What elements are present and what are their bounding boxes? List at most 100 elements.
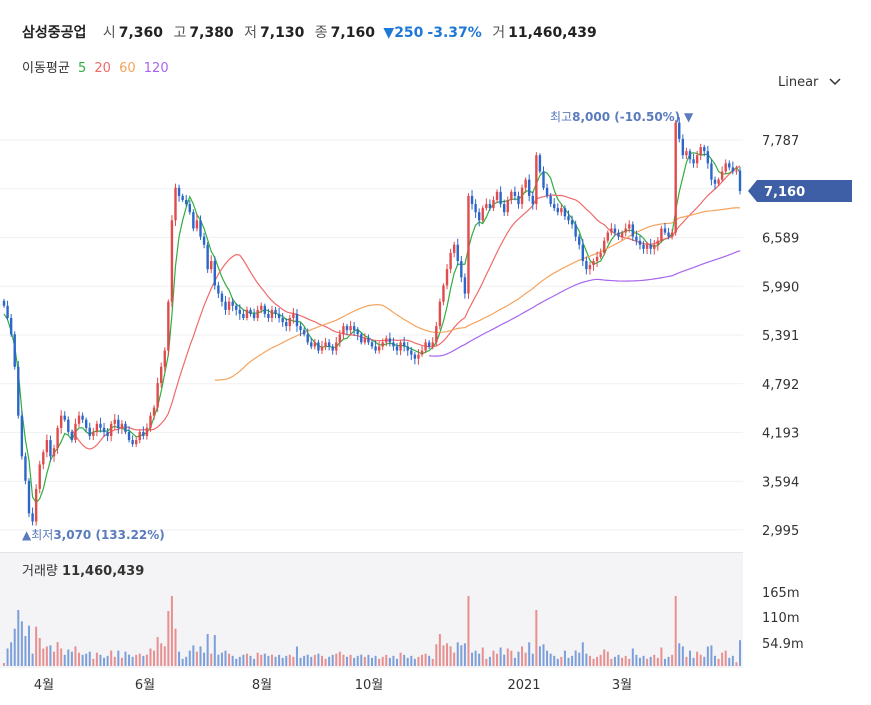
volume-bar xyxy=(681,646,684,666)
x-tick-label: 2021 xyxy=(507,678,540,693)
candle-body xyxy=(692,159,695,164)
volume-bar xyxy=(499,647,502,666)
scale-select[interactable]: Linear xyxy=(778,75,841,90)
volume-bar xyxy=(253,658,256,666)
volume-bar xyxy=(721,652,724,666)
volume-bar xyxy=(195,651,198,666)
candle-body xyxy=(445,269,449,286)
volume-bar xyxy=(345,656,348,666)
volume-bar xyxy=(28,625,31,666)
candle-body xyxy=(720,171,724,180)
volume-bar xyxy=(663,658,666,666)
candle-body xyxy=(460,261,463,278)
volume-bar xyxy=(381,656,384,666)
candle-body xyxy=(17,366,20,416)
candle-body xyxy=(520,187,524,205)
candle-body xyxy=(6,305,9,318)
candle-body xyxy=(70,431,74,441)
volume-bar xyxy=(571,655,574,666)
candle-body xyxy=(206,244,209,270)
candle-body xyxy=(84,419,88,428)
candle-body xyxy=(42,452,45,465)
x-tick-label: 4월 xyxy=(34,678,54,693)
volume-bar xyxy=(224,650,227,666)
candle-body xyxy=(106,431,109,436)
candle-body xyxy=(213,261,216,286)
volume-bar xyxy=(596,656,599,666)
candle-body xyxy=(406,346,409,351)
candle-body xyxy=(34,488,38,522)
candle-body xyxy=(24,456,27,481)
y-tick-label: 4,193 xyxy=(762,427,799,442)
volume-axis-ticks: 165m 110m 54.9m xyxy=(762,586,804,652)
candle-body xyxy=(667,232,670,237)
high-annotation: 최고8,000 (-10.50%) ▼ xyxy=(550,110,694,124)
candle-body xyxy=(631,224,635,237)
volume-bar xyxy=(92,658,95,666)
candle-body xyxy=(127,431,131,441)
volume-bar xyxy=(85,653,88,666)
candle-body xyxy=(424,342,427,351)
candle-body xyxy=(331,346,334,351)
volume-bar xyxy=(531,653,534,666)
candle-body xyxy=(149,415,152,428)
volume-bar xyxy=(249,655,252,666)
volume-bar xyxy=(538,646,541,666)
low-value: 7,130 xyxy=(260,25,305,41)
ma-60-label: 60 xyxy=(119,61,136,76)
candle-body xyxy=(202,236,206,245)
candle-body xyxy=(195,220,199,229)
candle-body xyxy=(27,480,31,514)
candle-body xyxy=(92,431,95,436)
volume-bar xyxy=(313,654,316,666)
candle-body xyxy=(431,342,434,347)
volume-bar xyxy=(256,652,259,666)
volume-bar xyxy=(3,663,5,666)
candle-body xyxy=(145,427,149,436)
volume-bar xyxy=(428,655,431,666)
volume-bar xyxy=(478,653,481,666)
candle-body xyxy=(324,342,327,347)
candle-body xyxy=(38,464,41,489)
candle-body xyxy=(545,187,549,196)
volume-bar xyxy=(324,658,327,666)
volume-bar xyxy=(674,596,677,666)
volume-bar xyxy=(599,654,602,666)
volume-bar xyxy=(24,636,27,666)
candle-body xyxy=(281,317,284,323)
volume-bar xyxy=(374,655,377,666)
candle-body xyxy=(274,309,277,314)
volume-bar xyxy=(567,657,570,666)
volume-bar xyxy=(449,646,452,666)
volume-bar xyxy=(220,652,223,666)
volume-bar xyxy=(685,656,688,666)
volume-bar xyxy=(363,656,366,666)
candle-body xyxy=(663,228,667,233)
candle-body xyxy=(553,204,556,209)
candle-body xyxy=(556,208,559,213)
volume-value: 11,460,439 xyxy=(508,25,597,41)
candle-body xyxy=(20,415,24,457)
volume-bar xyxy=(210,653,213,666)
candle-body xyxy=(531,195,534,205)
volume-bar xyxy=(142,655,145,666)
y-tick-label: 7,787 xyxy=(762,134,799,149)
volume-bar xyxy=(371,657,373,666)
volume-bar xyxy=(45,646,48,666)
candle-body xyxy=(392,342,395,347)
change-value: ▼250 xyxy=(383,25,424,41)
volume-bar xyxy=(188,650,191,666)
candle-body xyxy=(67,419,70,432)
ma-120-label: 120 xyxy=(143,61,169,76)
candle-body xyxy=(224,301,227,310)
volume-bar xyxy=(435,644,438,666)
volume-bar xyxy=(170,596,173,666)
volume-bar xyxy=(678,643,681,666)
volume-bar xyxy=(553,655,556,666)
candle-body xyxy=(488,204,492,209)
current-price-tag: 7,160 xyxy=(748,180,852,203)
candle-body xyxy=(528,179,531,196)
volume-bar xyxy=(724,650,727,666)
candle-body xyxy=(88,427,91,436)
candle-body xyxy=(167,301,170,351)
